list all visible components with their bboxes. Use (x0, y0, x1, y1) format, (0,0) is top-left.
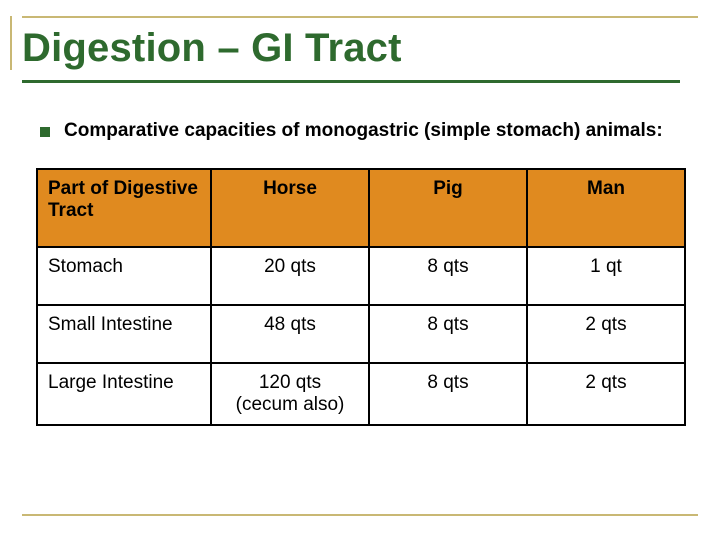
frame-left-notch (10, 16, 12, 70)
frame-top-line (22, 16, 698, 18)
col-header-pig: Pig (369, 169, 527, 247)
slide-title: Digestion – GI Tract (22, 26, 402, 71)
cell-pig: 8 qts (369, 363, 527, 425)
bullet-square-icon (40, 127, 50, 137)
cell-man: 1 qt (527, 247, 685, 305)
table-header-row: Part of Digestive Tract Horse Pig Man (37, 169, 685, 247)
table-row: Small Intestine 48 qts 8 qts 2 qts (37, 305, 685, 363)
cell-pig: 8 qts (369, 305, 527, 363)
cell-man: 2 qts (527, 363, 685, 425)
cell-horse: 48 qts (211, 305, 369, 363)
cell-subvalue: (cecum also) (222, 394, 358, 416)
bullet-row: Comparative capacities of monogastric (s… (40, 120, 663, 142)
cell-pig: 8 qts (369, 247, 527, 305)
cell-man: 2 qts (527, 305, 685, 363)
cell-label: Large Intestine (37, 363, 211, 425)
col-header-man: Man (527, 169, 685, 247)
cell-value: 20 qts (222, 256, 358, 278)
title-underline (22, 80, 680, 83)
col-header-horse: Horse (211, 169, 369, 247)
cell-value: 120 qts (222, 372, 358, 394)
cell-horse: 120 qts (cecum also) (211, 363, 369, 425)
col-header-part: Part of Digestive Tract (37, 169, 211, 247)
cell-horse: 20 qts (211, 247, 369, 305)
cell-label: Stomach (37, 247, 211, 305)
cell-label: Small Intestine (37, 305, 211, 363)
frame-bottom-line (22, 514, 698, 516)
cell-value: 48 qts (222, 314, 358, 336)
table-row: Stomach 20 qts 8 qts 1 qt (37, 247, 685, 305)
bullet-text: Comparative capacities of monogastric (s… (64, 120, 663, 142)
table-row: Large Intestine 120 qts (cecum also) 8 q… (37, 363, 685, 425)
capacities-table: Part of Digestive Tract Horse Pig Man St… (36, 168, 686, 426)
